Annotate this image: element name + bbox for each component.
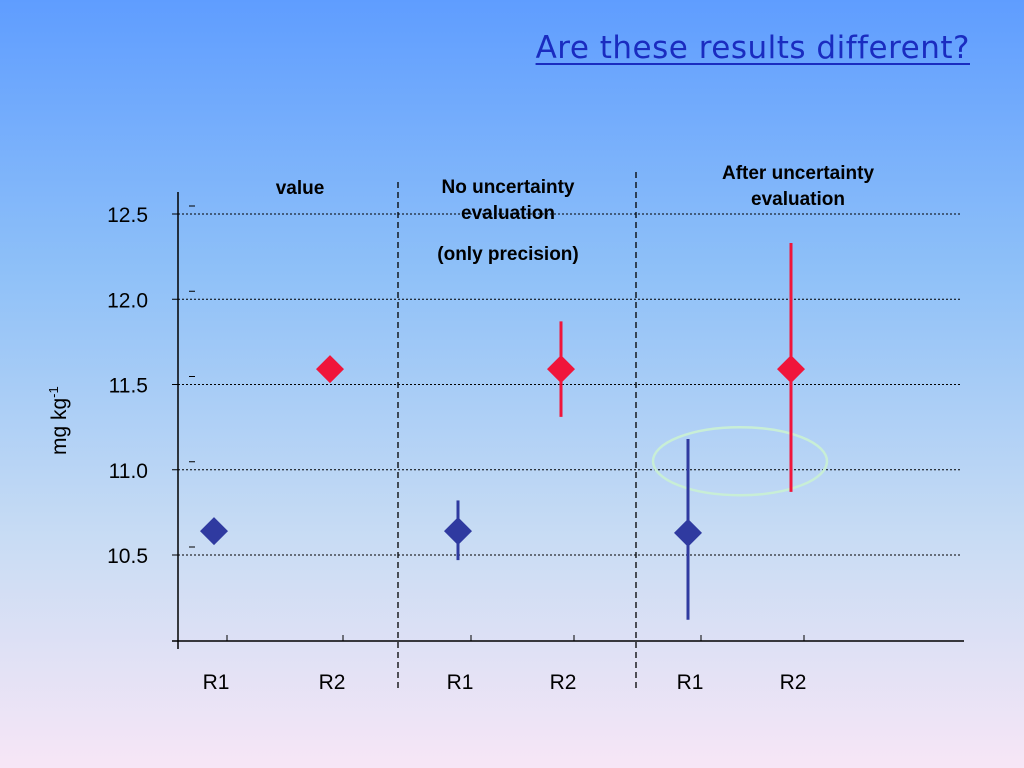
x-category-label: R2	[550, 671, 577, 694]
y-tick-label: 12.5	[107, 204, 148, 227]
section-label-line: value	[275, 178, 325, 199]
data-point-diamond	[777, 355, 805, 384]
section-label-value: value	[250, 176, 350, 202]
x-category-label: R2	[319, 671, 346, 694]
data-point-diamond	[316, 355, 344, 384]
data-point-diamond	[200, 517, 228, 546]
slide-title: Are these results different?	[535, 30, 970, 66]
axes	[172, 192, 964, 649]
highlight-ellipse	[651, 425, 829, 497]
y-tick-label: 12.0	[107, 289, 148, 312]
y-axis-label-text: mg kg	[48, 398, 71, 455]
section-label-line: After uncertainty	[721, 163, 875, 184]
grid-lines	[178, 213, 962, 556]
y-tick-label: 11.0	[109, 460, 148, 483]
data-point-diamond	[674, 518, 702, 547]
data-point-diamond	[547, 355, 575, 384]
section-label-line: (only precision)	[437, 244, 579, 265]
section-label-after-uncertainty: After uncertainty evaluation	[678, 161, 918, 213]
y-tick-label: 10.5	[107, 545, 148, 568]
data-marks	[200, 242, 829, 620]
section-label-line: evaluation	[751, 189, 845, 210]
y-tick-labels: 12.5 12.0 11.5 11.0 10.5	[107, 204, 148, 568]
data-point-diamond	[444, 517, 472, 546]
section-label-line: No uncertainty	[441, 177, 575, 198]
x-category-label: R1	[203, 671, 230, 694]
y-axis-label-superscript: -1	[46, 386, 61, 398]
y-tick-label: 11.5	[109, 375, 148, 398]
section-dividers	[397, 172, 637, 690]
x-category-labels: R1 R2 R1 R2 R1 R2	[203, 671, 807, 694]
x-category-label: R1	[677, 671, 704, 694]
x-category-label: R2	[780, 671, 807, 694]
x-category-label: R1	[447, 671, 474, 694]
y-axis-label: mg kg-1	[46, 386, 71, 455]
